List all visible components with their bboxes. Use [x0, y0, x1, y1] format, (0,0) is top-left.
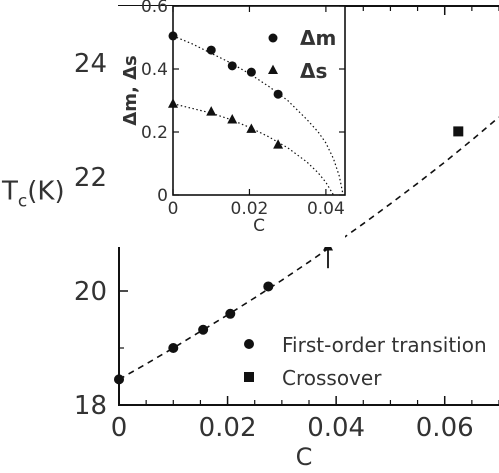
delta-m-point: [206, 45, 216, 55]
inset-y-tick-label: 0.2: [141, 123, 168, 143]
delta-s-point: [227, 114, 238, 124]
crossover-point: [453, 126, 464, 137]
legend-marker-crossover: [244, 372, 254, 382]
inset-x-tick-label: 0.02: [231, 199, 269, 219]
fit-curve-dashed: [118, 116, 499, 381]
inset-background: [117, 6, 345, 247]
inset-legend-label-delta-m: Δm: [300, 26, 336, 50]
legend-label-first-order: First-order transition: [282, 333, 487, 357]
legend-marker-first-order: [244, 339, 254, 349]
inset-y-tick-label: 0.4: [141, 60, 168, 80]
first-order-point: [198, 324, 209, 335]
inset-y-tick-label: 0: [157, 186, 168, 206]
first-order-point: [225, 308, 236, 319]
x-axis-label: C: [296, 443, 313, 471]
x-tick-label: 0.04: [307, 413, 365, 443]
delta-s-point: [206, 106, 217, 116]
inset-legend-marker-delta-s: [268, 64, 278, 75]
y-tick-label: 20: [74, 277, 107, 307]
delta-m-point: [168, 31, 178, 41]
inset-y-axis-label: Δm, Δs: [120, 55, 141, 125]
inset-x-axis-label: C: [253, 216, 265, 236]
inset-legend-label-delta-s: Δs: [300, 59, 327, 83]
first-order-point: [168, 343, 179, 353]
legend-label-crossover: Crossover: [282, 366, 382, 390]
delta-s-point: [168, 98, 178, 108]
delta-s-point: [246, 123, 257, 133]
delta-m-point: [273, 89, 283, 99]
first-order-point: [114, 374, 124, 385]
delta-m-point: [227, 61, 237, 71]
inset-legend-marker-delta-m: [268, 33, 278, 43]
inset-plot: 0 0.02 0.04 0 0.2 0.4 0.6 C Δm, Δs Δm Δs: [117, 0, 346, 247]
y-tick-label: 24: [74, 49, 107, 79]
y-tick-label: 22: [74, 163, 107, 193]
inset-fit-curve-dotted: [172, 35, 344, 196]
inset-y-tick-label: 0.6: [141, 0, 168, 17]
delta-s-point: [273, 139, 284, 149]
inset-x-tick-label: 0: [168, 199, 179, 219]
inset-x-tick-label: 0.04: [307, 199, 345, 219]
delta-m-point: [246, 67, 256, 77]
first-order-point: [263, 281, 274, 292]
main-plot: 0 0.02 0.04 0.06 18 20 22 24 C Tc(K) First-order t…: [1, 5, 499, 471]
y-tick-label: 18: [74, 391, 107, 421]
x-tick-label: 0.06: [416, 413, 474, 443]
y-axis-label: Tc(K): [1, 176, 65, 211]
x-tick-label: 0: [111, 413, 128, 443]
x-tick-label: 0.02: [199, 413, 257, 443]
